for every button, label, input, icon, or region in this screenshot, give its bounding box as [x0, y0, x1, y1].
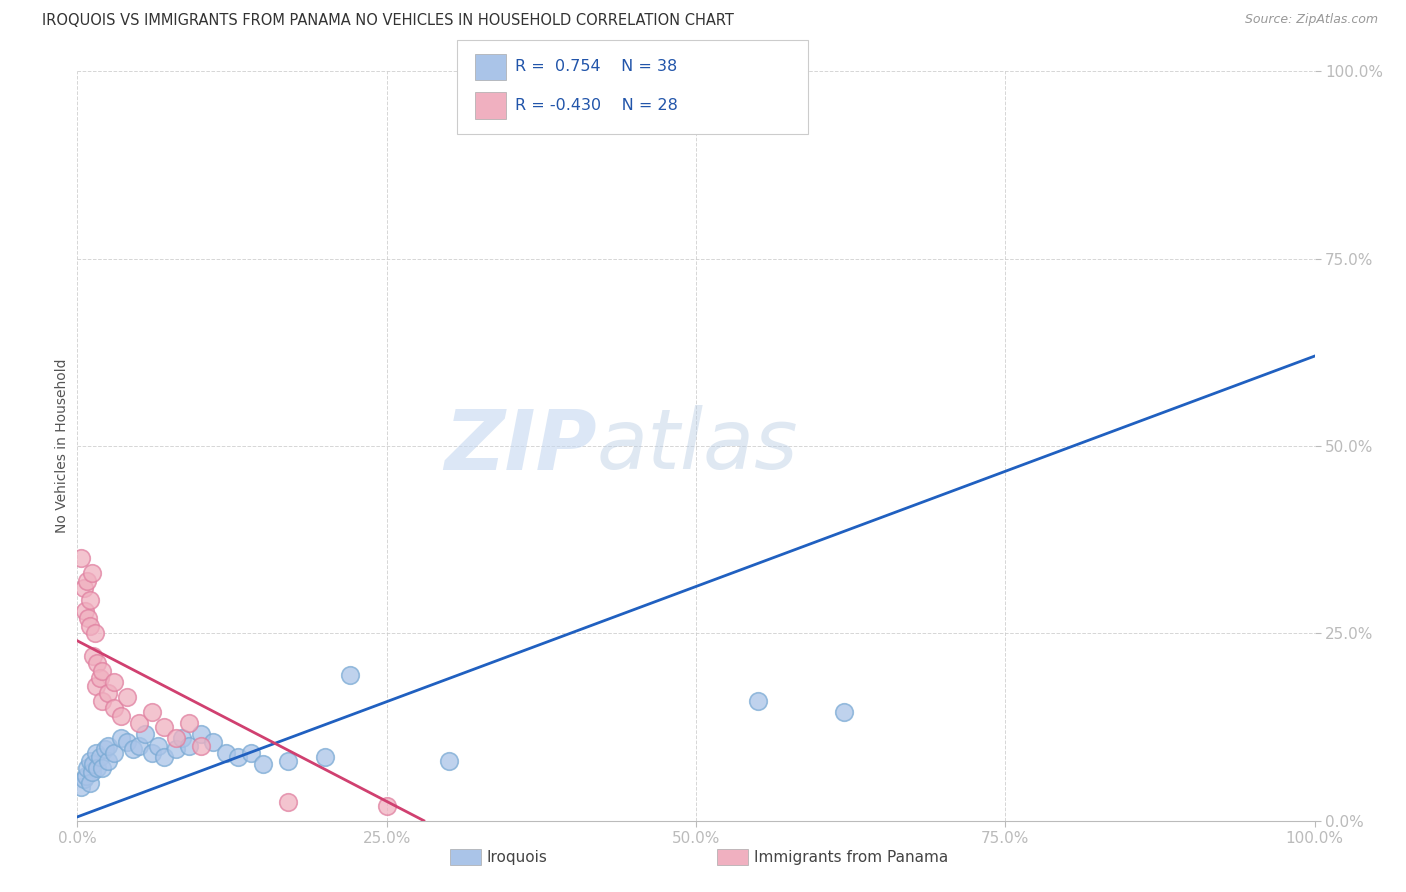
Point	[73, 604, 96, 618]
Point	[165, 731, 187, 746]
Point	[177, 739, 200, 753]
Point	[146, 739, 169, 753]
Point	[86, 657, 108, 671]
Point	[339, 667, 361, 681]
Point	[70, 780, 93, 794]
Point	[103, 701, 125, 715]
Point	[76, 761, 98, 775]
Point	[97, 754, 120, 768]
Point	[82, 648, 104, 663]
Point	[172, 731, 194, 746]
Point	[115, 690, 138, 704]
Point	[141, 746, 163, 760]
Point	[93, 742, 115, 756]
Text: ZIP: ZIP	[444, 406, 598, 486]
Point	[79, 754, 101, 768]
Point	[70, 551, 93, 566]
Point	[153, 720, 176, 734]
Point	[190, 739, 212, 753]
Point	[226, 750, 249, 764]
Point	[128, 739, 150, 753]
Point	[239, 746, 262, 760]
Point	[76, 574, 98, 588]
Text: atlas: atlas	[598, 406, 799, 486]
Point	[91, 694, 114, 708]
Point	[79, 592, 101, 607]
Point	[83, 626, 105, 640]
Text: Source: ZipAtlas.com: Source: ZipAtlas.com	[1244, 13, 1378, 27]
Point	[77, 611, 100, 625]
Point	[89, 671, 111, 685]
Point	[314, 750, 336, 764]
Point	[141, 705, 163, 719]
Point	[79, 619, 101, 633]
Point	[122, 742, 145, 756]
Point	[110, 731, 132, 746]
Point	[747, 694, 769, 708]
Point	[82, 757, 104, 772]
Point	[375, 798, 398, 813]
Point	[110, 708, 132, 723]
Point	[115, 735, 138, 749]
Point	[277, 795, 299, 809]
Point	[72, 582, 94, 596]
Point	[97, 686, 120, 700]
Point	[177, 716, 200, 731]
Point	[72, 772, 94, 787]
Point	[97, 739, 120, 753]
Text: Immigrants from Panama: Immigrants from Panama	[754, 850, 948, 864]
Text: R = -0.430    N = 28: R = -0.430 N = 28	[515, 98, 678, 112]
Point	[153, 750, 176, 764]
Point	[84, 679, 107, 693]
Point	[75, 769, 97, 783]
Y-axis label: No Vehicles in Household: No Vehicles in Household	[55, 359, 69, 533]
Point	[437, 754, 460, 768]
Text: R =  0.754    N = 38: R = 0.754 N = 38	[515, 60, 676, 74]
Point	[91, 761, 114, 775]
Point	[202, 735, 225, 749]
Point	[89, 750, 111, 764]
Point	[834, 705, 856, 719]
Point	[91, 664, 114, 678]
Point	[165, 742, 187, 756]
Text: Iroquois: Iroquois	[486, 850, 547, 864]
Point	[190, 727, 212, 741]
Text: IROQUOIS VS IMMIGRANTS FROM PANAMA NO VEHICLES IN HOUSEHOLD CORRELATION CHART: IROQUOIS VS IMMIGRANTS FROM PANAMA NO VE…	[42, 13, 734, 29]
Point	[79, 776, 101, 790]
Point	[103, 746, 125, 760]
Point	[86, 761, 108, 775]
Point	[128, 716, 150, 731]
Point	[84, 746, 107, 760]
Point	[103, 675, 125, 690]
Point	[82, 764, 104, 779]
Point	[134, 727, 156, 741]
Point	[277, 754, 299, 768]
Point	[82, 566, 104, 581]
Point	[252, 757, 274, 772]
Point	[215, 746, 238, 760]
